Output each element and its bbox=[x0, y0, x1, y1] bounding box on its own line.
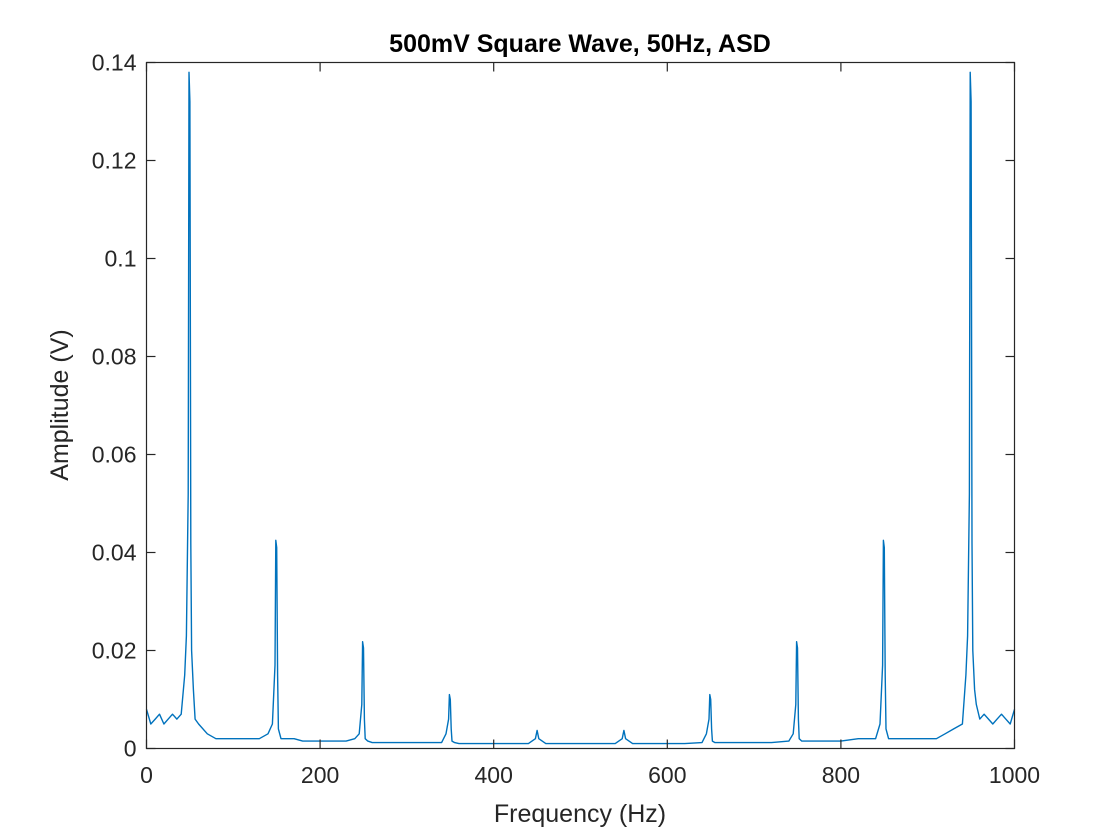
y-tick-label-3: 0.06 bbox=[92, 442, 137, 468]
y-tick-label-4: 0.08 bbox=[92, 344, 137, 370]
y-tick-label-2: 0.04 bbox=[92, 540, 137, 566]
y-tick-label-6: 0.12 bbox=[92, 148, 137, 174]
x-tick-label-0: 0 bbox=[140, 762, 153, 788]
x-tick-label-2: 400 bbox=[475, 762, 513, 788]
y-axis: 0 0.02 0.04 0.06 0.08 0.1 0.12 0.14 bbox=[92, 50, 1015, 762]
plot-area bbox=[145, 71, 1016, 745]
axes-box bbox=[145, 61, 1016, 750]
y-tick-label-7: 0.14 bbox=[92, 50, 137, 76]
y-axis-label: Amplitude (V) bbox=[46, 329, 74, 480]
series-line-0 bbox=[145, 71, 1016, 745]
x-tick-label-1: 200 bbox=[301, 762, 339, 788]
y-tick-label-1: 0.02 bbox=[92, 638, 137, 664]
x-tick-label-5: 1000 bbox=[989, 762, 1040, 788]
chart-title: 500mV Square Wave, 50Hz, ASD bbox=[389, 30, 771, 58]
x-axis: 0 200 400 600 800 1000 bbox=[140, 62, 1040, 788]
x-axis-label: Frequency (Hz) bbox=[494, 800, 666, 828]
x-tick-label-4: 800 bbox=[822, 762, 860, 788]
x-tick-label-3: 600 bbox=[648, 762, 686, 788]
y-tick-label-0: 0 bbox=[124, 736, 137, 762]
y-tick-label-5: 0.1 bbox=[105, 246, 137, 272]
